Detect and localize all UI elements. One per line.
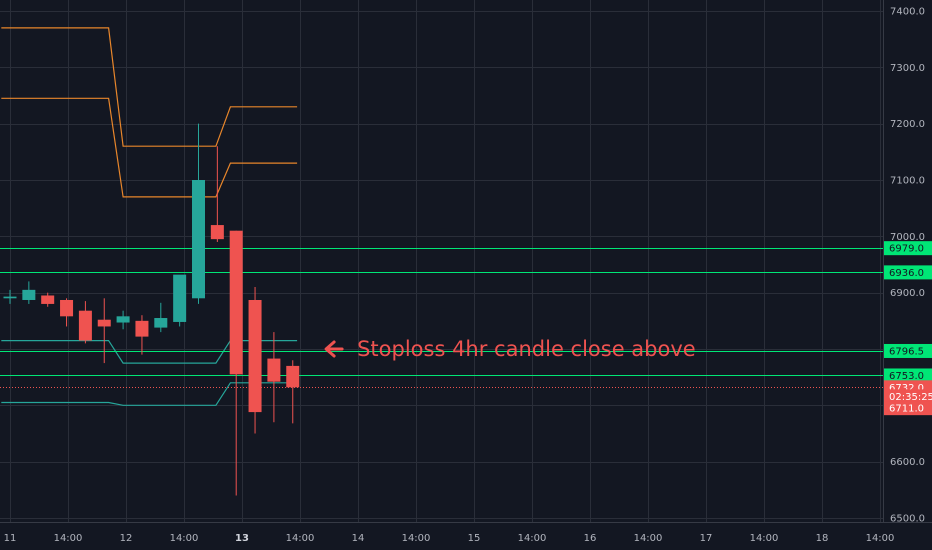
band-upper-inner [1,97,298,198]
time-tick-label: 13 [235,533,249,544]
level-tag-bg [884,241,932,256]
level-tag-label: 6796.5 [889,346,924,357]
price-tick-label: 6500.0 [890,514,925,525]
price-tick-label: 7100.0 [890,176,925,187]
candle-body [210,225,224,240]
arrow-head [324,340,336,358]
time-tick-label: 17 [700,533,713,544]
candle-body [173,274,187,322]
candle-body [248,299,262,413]
candle-body [286,365,300,388]
time-tick-label: 14:00 [518,533,547,544]
candle-body [41,295,55,304]
price-tick-label: 7000.0 [890,232,925,243]
time-tick-label: 14:00 [750,533,779,544]
time-tick-label: 14:00 [54,533,83,544]
level-tag-bg [884,265,932,280]
low-price-tag-label: 6711.0 [889,404,924,415]
time-tick-label: 12 [120,533,133,544]
time-tick-label: 14:00 [634,533,663,544]
candle-body [192,180,205,299]
candle-body [97,319,111,327]
price-axis[interactable]: 7400.0 7300.0 7200.0 7100.0 7000.0 6900.0 6600… [890,7,925,525]
price-tick-label: 7200.0 [890,119,925,130]
arrow-left-icon [324,340,344,358]
level-lines [0,248,883,388]
time-tick-label: 15 [468,533,481,544]
time-tick-label: 14 [352,533,365,544]
candle-body [3,296,17,299]
time-tick-label: 14:00 [402,533,431,544]
annotation: Stoploss 4hr candle close above [324,337,696,361]
price-tick-label: 7400.0 [890,7,925,18]
level-tag-label: 6979.0 [889,244,924,255]
level-tag-bg [884,343,932,358]
candle-body [60,299,74,317]
candle-body [135,320,149,337]
candle-body [267,358,281,382]
price-tags: 6979.0 6936.0 6796.5 6753.06732.002:35:2567… [884,241,932,416]
candle-body [22,289,36,300]
annotation-text: Stoploss 4hr candle close above [357,337,696,361]
price-tick-label: 6600.0 [890,457,925,468]
band-upper-outer [1,27,298,147]
candle-body [154,318,168,328]
countdown-tag-label: 02:35:25 [889,392,932,403]
time-tick-label: 14:00 [170,533,199,544]
time-tick-label: 11 [4,533,17,544]
time-tick-label: 18 [816,533,829,544]
candles [3,123,300,496]
level-tag-label: 6936.0 [889,268,924,279]
candle-body [78,310,92,341]
grid-lines [0,0,883,522]
time-tick-label: 14:00 [866,533,895,544]
last-price-tag-label: 6732.0 [889,383,924,394]
time-tick-label: 16 [584,533,597,544]
time-tick-label: 14:00 [286,533,315,544]
level-tag-label: 6753.0 [889,371,924,382]
band-lower-outer [1,382,298,406]
level-tag-bg [884,368,932,383]
candle-body [116,316,130,323]
time-axis[interactable]: 11 14:00 12 14:00 13 14:00 14 14:00 15 14:00 16 14:… [4,533,895,544]
price-tick-label: 7300.0 [890,63,925,74]
price-tick-label: 6900.0 [890,288,925,299]
low-price-tag-bg [884,401,932,416]
candle-body [229,230,243,375]
countdown-tag-bg [884,389,932,404]
